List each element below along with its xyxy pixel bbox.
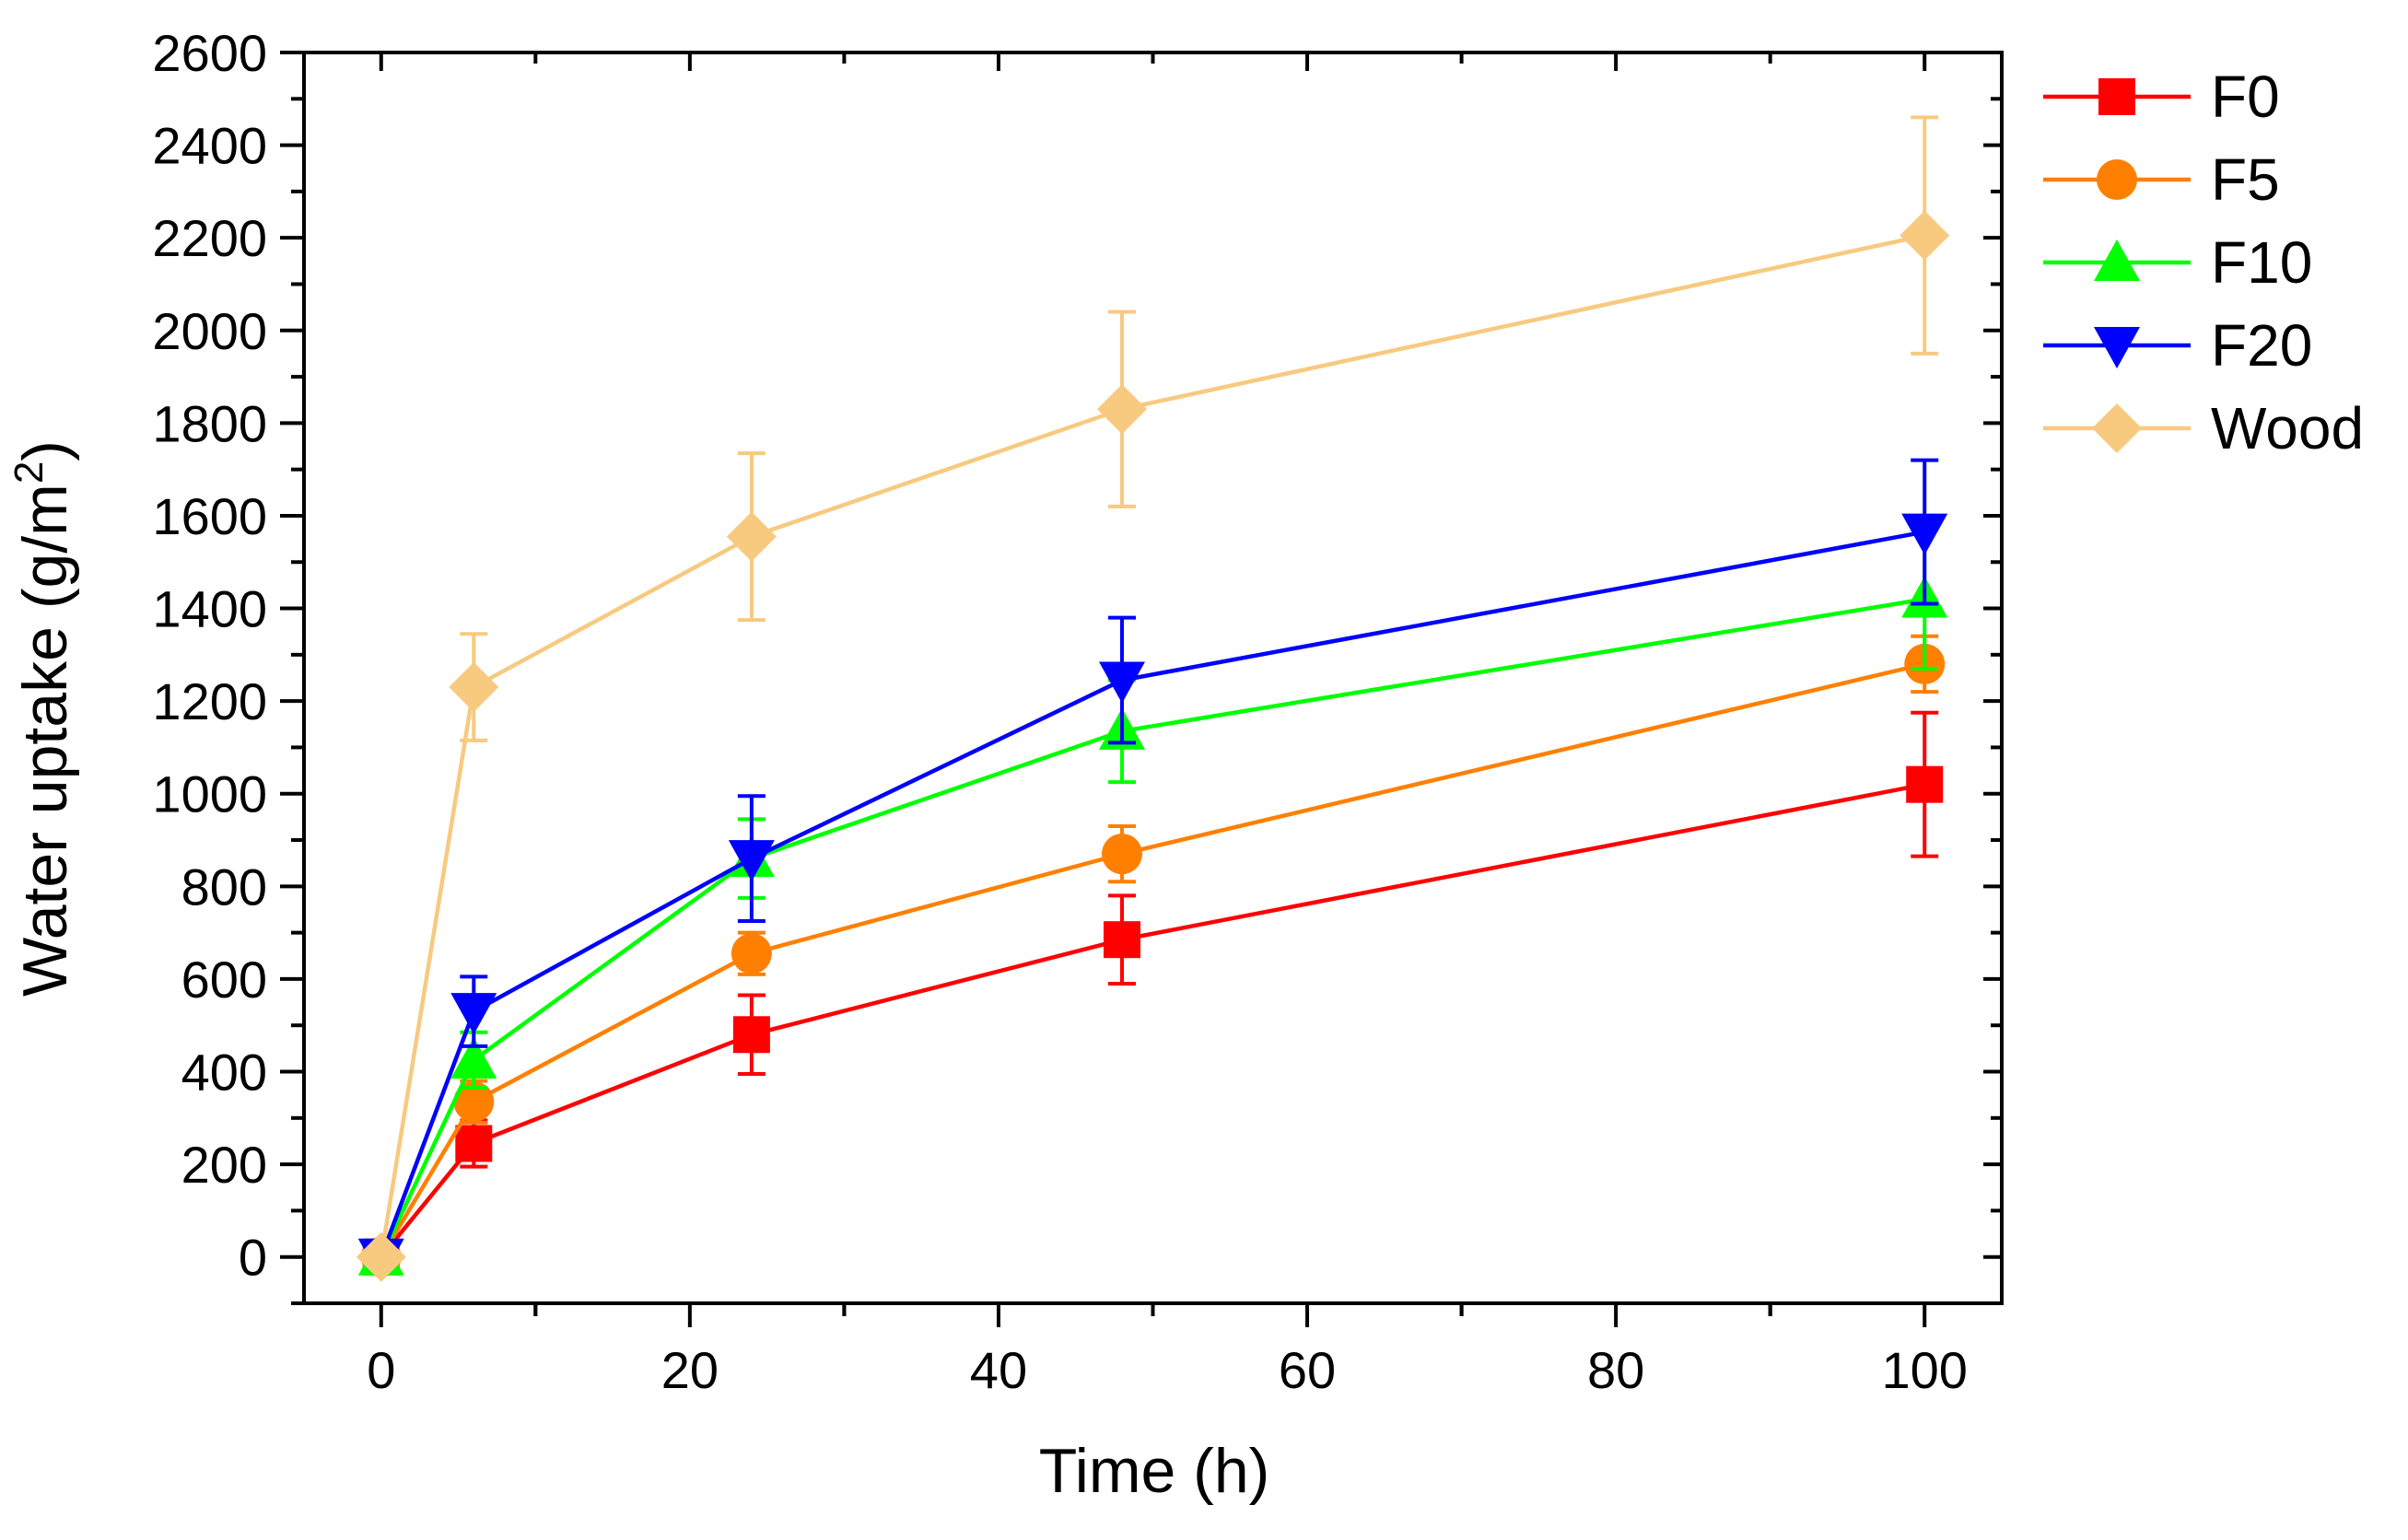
legend-entry-f10: F10 — [2043, 229, 2312, 296]
legend-entry-f5: F5 — [2043, 146, 2280, 213]
data-point-wood — [1900, 210, 1950, 261]
x-tick-label: 80 — [1587, 1341, 1644, 1399]
data-point-f0 — [1906, 765, 1944, 803]
x-tick-label: 100 — [1882, 1341, 1968, 1399]
series-f20 — [357, 458, 1948, 1280]
y-tick-label: 2200 — [152, 209, 267, 267]
series-line-wood — [379, 233, 1925, 1258]
legend-label-f20: F20 — [2211, 312, 2312, 379]
legend-group: F0 F5 F10 F20 Wood — [2043, 64, 2364, 461]
legend-label-f10: F10 — [2211, 229, 2312, 296]
axes-group: 0 20 40 60 80 1000200400600800100012001400160… — [152, 24, 2004, 1399]
series-group — [356, 115, 1950, 1282]
y-axis-label-sup: 2 — [6, 461, 52, 484]
series-line-f10 — [379, 597, 1925, 1258]
legend-marker-wood — [2092, 403, 2142, 453]
data-point-f20 — [450, 993, 497, 1035]
data-point-f0 — [1103, 921, 1140, 959]
legend-label-f0: F0 — [2211, 64, 2280, 130]
y-tick-label: 2000 — [152, 302, 267, 360]
legend-marker-f20 — [2094, 327, 2140, 368]
series-f5 — [360, 634, 1946, 1278]
series-line-f20 — [379, 530, 1925, 1258]
data-point-f20 — [1098, 661, 1145, 704]
plot-frame — [302, 51, 2004, 1305]
data-point-f0 — [732, 1016, 770, 1054]
y-tick-label: 2600 — [152, 24, 267, 82]
legend-marker-f5 — [2097, 159, 2137, 200]
data-point-f5 — [453, 1081, 495, 1123]
x-axis-label: Time (h) — [1039, 1436, 1270, 1506]
legend-label-f5: F5 — [2211, 146, 2280, 213]
y-tick-label: 800 — [181, 858, 267, 916]
data-point-wood — [356, 1231, 406, 1282]
data-point-f20 — [1901, 513, 1948, 555]
x-tick-label: 60 — [1279, 1341, 1336, 1399]
data-point-wood — [726, 511, 777, 562]
legend-entry-wood: Wood — [2043, 395, 2364, 461]
legend-entry-f20: F20 — [2043, 312, 2312, 379]
series-f10 — [357, 528, 1948, 1276]
data-point-f10 — [450, 1036, 497, 1079]
y-tick-label: 0 — [239, 1229, 267, 1287]
y-tick-label: 400 — [181, 1044, 267, 1102]
x-tick-label: 20 — [661, 1341, 719, 1399]
series-f0 — [362, 710, 1944, 1276]
legend-entry-f0: F0 — [2043, 64, 2280, 130]
y-axis-label: Water uptake (g/m2) — [6, 440, 80, 997]
data-point-wood — [449, 662, 499, 713]
series-wood — [356, 115, 1950, 1282]
series-line-f0 — [380, 782, 1925, 1259]
y-tick-label: 600 — [181, 951, 267, 1009]
x-tick-label: 40 — [970, 1341, 1027, 1399]
data-point-f5 — [1101, 834, 1142, 875]
y-tick-label: 1000 — [152, 765, 267, 823]
y-tick-label: 1800 — [152, 394, 267, 452]
y-tick-label: 1200 — [152, 672, 267, 730]
x-tick-label: 0 — [367, 1341, 395, 1399]
data-point-f0 — [455, 1125, 493, 1162]
data-point-f20 — [728, 840, 775, 882]
data-point-f5 — [731, 933, 772, 974]
y-tick-label: 2400 — [152, 117, 267, 175]
y-tick-label: 1400 — [152, 580, 267, 638]
y-axis-label-main: Water uptake (g/m — [10, 484, 80, 997]
data-point-wood — [1096, 384, 1147, 435]
legend-label-wood: Wood — [2211, 395, 2364, 461]
legend-marker-f0 — [2098, 78, 2135, 115]
y-tick-label: 1600 — [152, 487, 267, 545]
legend-marker-f10 — [2094, 239, 2140, 281]
y-tick-label: 200 — [181, 1136, 267, 1194]
y-axis-label-end: ) — [10, 440, 80, 461]
